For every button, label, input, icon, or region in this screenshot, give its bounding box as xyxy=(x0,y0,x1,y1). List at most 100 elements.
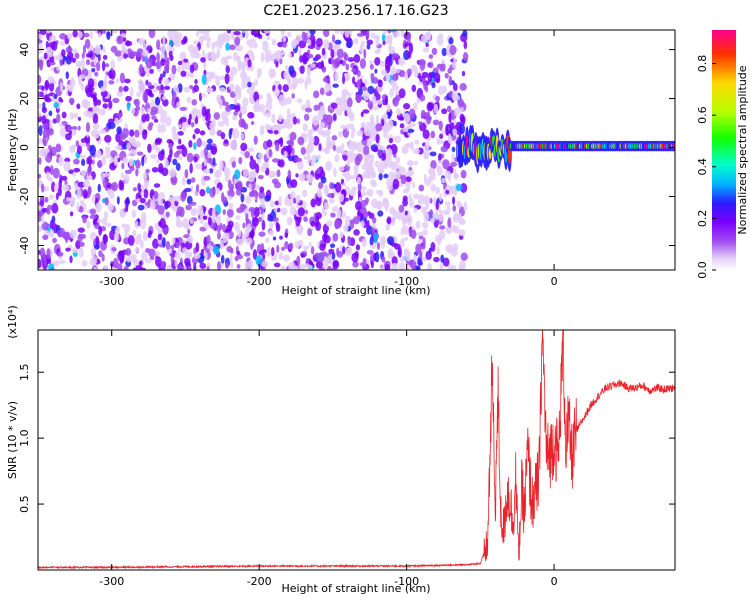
heatmap-cell xyxy=(233,30,241,36)
heatmap-cell xyxy=(402,127,409,133)
colorbar-ticks: 0.0 0.2 0.4 0.6 0.8 xyxy=(696,55,716,279)
heatmap-cell xyxy=(193,40,199,45)
heatmap-cell xyxy=(420,34,429,44)
heatmap-cell xyxy=(43,255,47,266)
heatmap-cell xyxy=(389,79,397,87)
heatmap-cell xyxy=(229,247,234,254)
heatmap-cell xyxy=(323,184,329,195)
heatmap-cell xyxy=(366,249,374,255)
heatmap-cell xyxy=(288,52,292,59)
heatmap-cell xyxy=(271,178,279,185)
heatmap-cell xyxy=(328,197,335,204)
heatmap-cell xyxy=(193,262,197,270)
heatmap-cell xyxy=(149,153,158,160)
heatmap-cell xyxy=(211,42,216,51)
heatmap-cell xyxy=(55,143,62,153)
heatmap-cell xyxy=(282,84,289,93)
heatmap-cell xyxy=(170,254,175,264)
heatmap-cell xyxy=(377,145,385,151)
heatmap-cell xyxy=(355,244,361,251)
heatmap-cell xyxy=(264,30,271,34)
heatmap-cell xyxy=(405,252,411,262)
heatmap-cell xyxy=(438,153,442,163)
heatmap-cell xyxy=(349,155,354,164)
heatmap-cell xyxy=(307,30,311,39)
heatmap-cell xyxy=(162,236,166,248)
heatmap-cell xyxy=(226,88,231,93)
heatmap-cell xyxy=(439,209,444,214)
heatmap-cell xyxy=(274,200,280,206)
heatmap-cell xyxy=(380,60,385,68)
heatmap-cell xyxy=(90,93,97,99)
heatmap-cell xyxy=(373,105,379,111)
heatmap-cell xyxy=(78,247,84,258)
heatmap-cell xyxy=(105,222,112,227)
heatmap-cell xyxy=(301,189,308,198)
heatmap-cell xyxy=(67,51,74,60)
heatmap-cell xyxy=(277,41,284,48)
heatmap-cell xyxy=(281,246,285,251)
heatmap-cell xyxy=(220,132,226,140)
heatmap-cell xyxy=(447,67,453,74)
heatmap-cell xyxy=(221,223,227,233)
heatmap-cell xyxy=(175,150,183,155)
heatmap-cell xyxy=(101,155,107,166)
heatmap-cell xyxy=(140,190,145,197)
heatmap-cell xyxy=(278,195,283,207)
heatmap-cell xyxy=(58,123,64,128)
heatmap-cell xyxy=(325,160,333,172)
heatmap-cell xyxy=(145,113,150,122)
heatmap-cell xyxy=(169,39,173,47)
heatmap-cell xyxy=(201,93,207,98)
heatmap-cell xyxy=(47,76,55,84)
heatmap-cell xyxy=(319,87,325,96)
heatmap-cell xyxy=(162,226,168,234)
colorbar-gradient xyxy=(712,30,736,270)
heatmap-cell xyxy=(388,137,393,144)
heatmap-cell xyxy=(240,193,245,203)
heatmap-cell xyxy=(385,223,391,231)
heatmap-cell xyxy=(341,88,349,96)
heatmap-cell xyxy=(98,108,106,116)
heatmap-cell xyxy=(356,32,364,38)
heatmap-cell xyxy=(440,254,445,263)
heatmap-cell xyxy=(151,82,159,93)
heatmap-cell xyxy=(381,118,385,127)
heatmap-cell xyxy=(280,207,288,216)
heatmap-cell xyxy=(230,183,235,190)
colorbar-tick-label: 0.6 xyxy=(696,106,709,124)
heatmap-cell xyxy=(227,220,234,228)
spectrogram-y-tick-label: -20 xyxy=(18,188,31,206)
heatmap-cell xyxy=(64,232,69,244)
heatmap-cell xyxy=(438,120,443,131)
heatmap-cell xyxy=(213,112,221,120)
heatmap-cell xyxy=(166,44,172,52)
heatmap-cell xyxy=(96,219,103,224)
heatmap-cell xyxy=(120,254,125,263)
heatmap-cell xyxy=(151,166,159,173)
heatmap-cell xyxy=(136,91,141,98)
heatmap-cell xyxy=(280,30,286,36)
heatmap-cell xyxy=(220,56,226,65)
heatmap-cell xyxy=(372,147,379,153)
heatmap-cell xyxy=(237,229,242,238)
heatmap-cell xyxy=(352,261,359,268)
heatmap-cell xyxy=(279,57,283,65)
heatmap-cell xyxy=(244,151,250,159)
heatmap-cell xyxy=(184,187,192,193)
heatmap-cell xyxy=(236,264,241,269)
heatmap-cell xyxy=(268,148,273,158)
heatmap-cell xyxy=(389,35,393,47)
heatmap-cell xyxy=(246,237,253,245)
heatmap-cell xyxy=(131,108,136,115)
heatmap-cell xyxy=(393,135,402,144)
heatmap-cell xyxy=(203,146,209,157)
heatmap-cell xyxy=(38,74,42,85)
heatmap-cell xyxy=(214,53,220,59)
heatmap-cell xyxy=(336,208,342,219)
heatmap-cell xyxy=(69,145,76,153)
heatmap-cell xyxy=(42,134,47,145)
heatmap-cell xyxy=(330,102,338,109)
heatmap-cell xyxy=(439,229,446,240)
heatmap-cell xyxy=(51,40,58,52)
